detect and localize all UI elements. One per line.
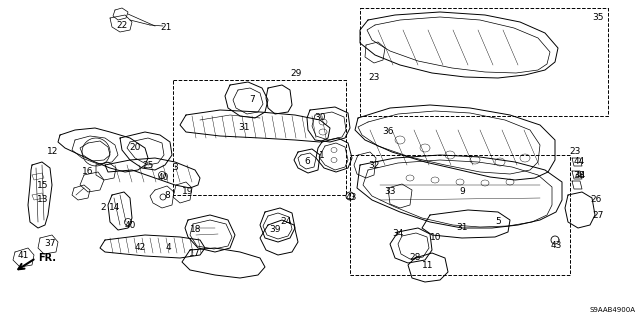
Text: 42: 42 (134, 242, 146, 251)
Text: 2: 2 (100, 203, 106, 211)
Text: 4: 4 (165, 242, 171, 251)
Text: 28: 28 (410, 254, 420, 263)
Text: 3: 3 (172, 164, 178, 173)
Text: FR.: FR. (38, 253, 56, 263)
Text: 26: 26 (590, 196, 602, 204)
Text: 31: 31 (238, 123, 250, 132)
Text: 20: 20 (129, 144, 141, 152)
Text: 31: 31 (456, 224, 468, 233)
Text: 44: 44 (574, 170, 586, 180)
Text: 41: 41 (17, 250, 29, 259)
Text: 39: 39 (269, 226, 281, 234)
Text: 25: 25 (142, 160, 154, 169)
Text: 36: 36 (382, 128, 394, 137)
Text: 16: 16 (83, 167, 93, 176)
Text: 8: 8 (164, 190, 170, 199)
Text: S9AAB4900A: S9AAB4900A (590, 307, 636, 313)
Text: 44: 44 (573, 158, 584, 167)
Text: 19: 19 (182, 188, 194, 197)
Text: 9: 9 (459, 188, 465, 197)
Text: 5: 5 (495, 218, 501, 226)
Text: 18: 18 (190, 226, 202, 234)
Text: 38: 38 (573, 170, 585, 180)
Text: 34: 34 (392, 228, 404, 238)
Text: 43: 43 (346, 194, 356, 203)
Text: 40: 40 (157, 174, 169, 182)
Text: 15: 15 (37, 181, 49, 189)
Text: 30: 30 (314, 114, 326, 122)
Text: 6: 6 (304, 158, 310, 167)
Text: 11: 11 (422, 261, 434, 270)
Bar (360, 8, 608, 116)
Text: 27: 27 (592, 211, 604, 219)
Text: 32: 32 (368, 160, 380, 169)
Text: 37: 37 (44, 239, 56, 248)
Bar (350, 155, 570, 275)
Text: 17: 17 (189, 249, 201, 257)
Bar (173, 80, 346, 195)
Text: 21: 21 (160, 24, 172, 33)
Text: 33: 33 (384, 188, 396, 197)
Text: 23: 23 (570, 147, 580, 157)
Text: 43: 43 (550, 241, 562, 249)
Text: 35: 35 (592, 12, 604, 21)
Text: 29: 29 (291, 69, 301, 78)
Text: 14: 14 (109, 204, 121, 212)
Text: 13: 13 (37, 196, 49, 204)
Text: 7: 7 (249, 95, 255, 105)
Text: 1: 1 (319, 151, 325, 160)
Text: 10: 10 (430, 233, 442, 241)
Text: 24: 24 (280, 218, 292, 226)
Text: 22: 22 (116, 20, 127, 29)
Text: 40: 40 (124, 220, 136, 229)
Text: 23: 23 (368, 72, 380, 81)
Text: 12: 12 (47, 147, 59, 157)
